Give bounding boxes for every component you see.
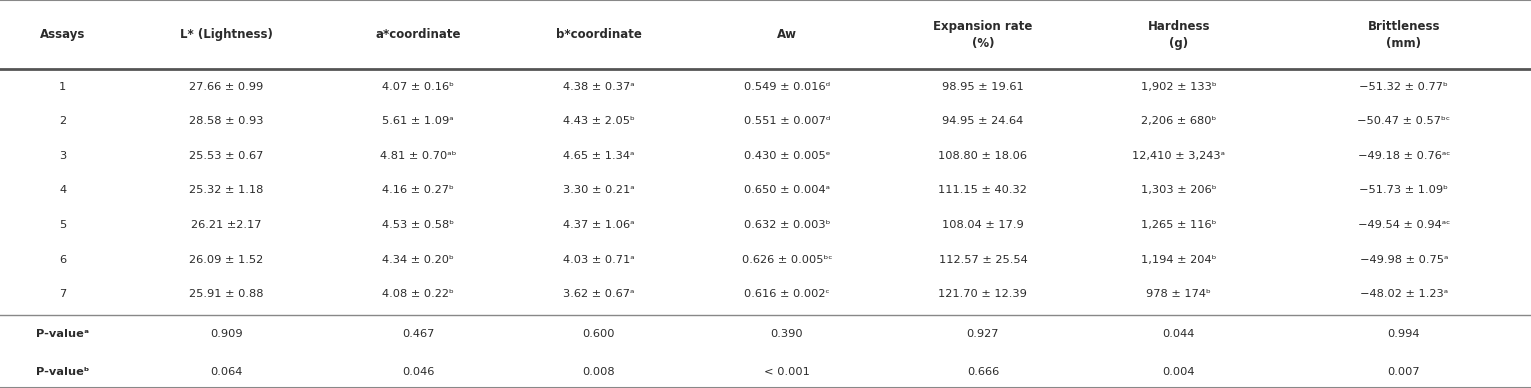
Text: P-valueᵇ: P-valueᵇ <box>37 367 89 378</box>
Text: 0.650 ± 0.004ᵃ: 0.650 ± 0.004ᵃ <box>744 185 830 196</box>
Text: 28.58 ± 0.93: 28.58 ± 0.93 <box>190 116 263 126</box>
Text: 25.53 ± 0.67: 25.53 ± 0.67 <box>190 151 263 161</box>
Text: 0.600: 0.600 <box>582 329 615 339</box>
Text: 121.70 ± 12.39: 121.70 ± 12.39 <box>939 289 1027 299</box>
Text: 98.95 ± 19.61: 98.95 ± 19.61 <box>942 81 1024 92</box>
Text: 0.430 ± 0.005ᵉ: 0.430 ± 0.005ᵉ <box>744 151 830 161</box>
Text: −49.98 ± 0.75ᵃ: −49.98 ± 0.75ᵃ <box>1360 255 1448 265</box>
Text: L* (Lightness): L* (Lightness) <box>181 28 273 41</box>
Text: 1,194 ± 204ᵇ: 1,194 ± 204ᵇ <box>1141 255 1217 265</box>
Text: 108.80 ± 18.06: 108.80 ± 18.06 <box>939 151 1027 161</box>
Text: Brittleness
(mm): Brittleness (mm) <box>1367 20 1441 50</box>
Text: 3: 3 <box>60 151 66 161</box>
Text: −49.54 ± 0.94ᵃᶜ: −49.54 ± 0.94ᵃᶜ <box>1358 220 1450 230</box>
Text: 26.21 ±2.17: 26.21 ±2.17 <box>191 220 262 230</box>
Text: Hardness
(g): Hardness (g) <box>1148 20 1209 50</box>
Text: 5.61 ± 1.09ᵃ: 5.61 ± 1.09ᵃ <box>383 116 453 126</box>
Text: 4.34 ± 0.20ᵇ: 4.34 ± 0.20ᵇ <box>383 255 453 265</box>
Text: a*coordinate: a*coordinate <box>375 28 461 41</box>
Text: 4.65 ± 1.34ᵃ: 4.65 ± 1.34ᵃ <box>563 151 634 161</box>
Text: 2,206 ± 680ᵇ: 2,206 ± 680ᵇ <box>1141 116 1217 126</box>
Text: 0.004: 0.004 <box>1162 367 1196 378</box>
Text: −50.47 ± 0.57ᵇᶜ: −50.47 ± 0.57ᵇᶜ <box>1358 116 1450 126</box>
Text: 0.626 ± 0.005ᵇᶜ: 0.626 ± 0.005ᵇᶜ <box>741 255 833 265</box>
Text: 0.046: 0.046 <box>401 367 435 378</box>
Text: 1,902 ± 133ᵇ: 1,902 ± 133ᵇ <box>1141 81 1217 92</box>
Text: 0.666: 0.666 <box>966 367 1000 378</box>
Text: P-valueᵃ: P-valueᵃ <box>37 329 89 339</box>
Text: 0.551 ± 0.007ᵈ: 0.551 ± 0.007ᵈ <box>744 116 830 126</box>
Text: 0.909: 0.909 <box>210 329 243 339</box>
Text: 112.57 ± 25.54: 112.57 ± 25.54 <box>939 255 1027 265</box>
Text: 0.549 ± 0.016ᵈ: 0.549 ± 0.016ᵈ <box>744 81 830 92</box>
Text: 0.007: 0.007 <box>1387 367 1421 378</box>
Text: −49.18 ± 0.76ᵃᶜ: −49.18 ± 0.76ᵃᶜ <box>1358 151 1450 161</box>
Text: 12,410 ± 3,243ᵃ: 12,410 ± 3,243ᵃ <box>1133 151 1225 161</box>
Text: 4.16 ± 0.27ᵇ: 4.16 ± 0.27ᵇ <box>383 185 453 196</box>
Text: 27.66 ± 0.99: 27.66 ± 0.99 <box>190 81 263 92</box>
Text: 3.62 ± 0.67ᵃ: 3.62 ± 0.67ᵃ <box>563 289 634 299</box>
Text: 1,303 ± 206ᵇ: 1,303 ± 206ᵇ <box>1141 185 1217 196</box>
Text: 26.09 ± 1.52: 26.09 ± 1.52 <box>190 255 263 265</box>
Text: 1: 1 <box>60 81 66 92</box>
Text: 25.91 ± 0.88: 25.91 ± 0.88 <box>190 289 263 299</box>
Text: 2: 2 <box>60 116 66 126</box>
Text: 4.38 ± 0.37ᵃ: 4.38 ± 0.37ᵃ <box>563 81 634 92</box>
Text: 25.32 ± 1.18: 25.32 ± 1.18 <box>190 185 263 196</box>
Text: 7: 7 <box>60 289 66 299</box>
Text: 4.53 ± 0.58ᵇ: 4.53 ± 0.58ᵇ <box>381 220 455 230</box>
Text: 4.43 ± 2.05ᵇ: 4.43 ± 2.05ᵇ <box>563 116 634 126</box>
Text: 0.390: 0.390 <box>770 329 804 339</box>
Text: −51.32 ± 0.77ᵇ: −51.32 ± 0.77ᵇ <box>1360 81 1448 92</box>
Text: −48.02 ± 1.23ᵃ: −48.02 ± 1.23ᵃ <box>1360 289 1448 299</box>
Text: b*coordinate: b*coordinate <box>556 28 641 41</box>
Text: 5: 5 <box>60 220 66 230</box>
Text: 6: 6 <box>60 255 66 265</box>
Text: 978 ± 174ᵇ: 978 ± 174ᵇ <box>1147 289 1211 299</box>
Text: < 0.001: < 0.001 <box>764 367 810 378</box>
Text: Expansion rate
(%): Expansion rate (%) <box>934 20 1032 50</box>
Text: 111.15 ± 40.32: 111.15 ± 40.32 <box>939 185 1027 196</box>
Text: 0.994: 0.994 <box>1387 329 1421 339</box>
Text: 108.04 ± 17.9: 108.04 ± 17.9 <box>942 220 1024 230</box>
Text: 4.08 ± 0.22ᵇ: 4.08 ± 0.22ᵇ <box>383 289 453 299</box>
Text: 4.03 ± 0.71ᵃ: 4.03 ± 0.71ᵃ <box>563 255 634 265</box>
Text: 0.632 ± 0.003ᵇ: 0.632 ± 0.003ᵇ <box>744 220 830 230</box>
Text: Aw: Aw <box>776 28 798 41</box>
Text: −51.73 ± 1.09ᵇ: −51.73 ± 1.09ᵇ <box>1360 185 1448 196</box>
Text: 0.927: 0.927 <box>966 329 1000 339</box>
Text: 0.467: 0.467 <box>401 329 435 339</box>
Text: Assays: Assays <box>40 28 86 41</box>
Text: 4.81 ± 0.70ᵃᵇ: 4.81 ± 0.70ᵃᵇ <box>380 151 456 161</box>
Text: 0.616 ± 0.002ᶜ: 0.616 ± 0.002ᶜ <box>744 289 830 299</box>
Text: 94.95 ± 24.64: 94.95 ± 24.64 <box>942 116 1024 126</box>
Text: 0.008: 0.008 <box>582 367 615 378</box>
Text: 4.37 ± 1.06ᵃ: 4.37 ± 1.06ᵃ <box>563 220 634 230</box>
Text: 0.044: 0.044 <box>1162 329 1196 339</box>
Text: 0.064: 0.064 <box>210 367 243 378</box>
Text: 3.30 ± 0.21ᵃ: 3.30 ± 0.21ᵃ <box>563 185 634 196</box>
Text: 1,265 ± 116ᵇ: 1,265 ± 116ᵇ <box>1141 220 1217 230</box>
Text: 4.07 ± 0.16ᵇ: 4.07 ± 0.16ᵇ <box>381 81 455 92</box>
Text: 4: 4 <box>60 185 66 196</box>
